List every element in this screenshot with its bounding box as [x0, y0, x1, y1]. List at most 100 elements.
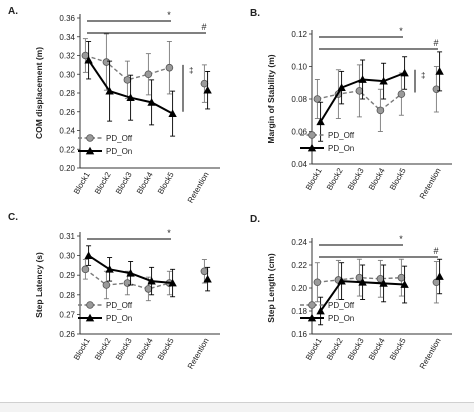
data-point-pd-off — [200, 267, 209, 276]
y-tick-label: 0.32 — [59, 52, 75, 61]
data-point-pd-on — [203, 85, 212, 94]
y-tick-label: 0.22 — [291, 261, 307, 270]
data-point-pd-off — [165, 63, 174, 72]
series-line-pd-off — [85, 54, 170, 81]
y-tick-label: 0.06 — [291, 128, 307, 137]
data-point-pd-off — [432, 278, 441, 287]
x-tick-label: Block4 — [367, 166, 387, 192]
y-tick-label: 0.12 — [291, 30, 307, 39]
legend-label-pd-off: PD_Off — [328, 131, 355, 140]
x-tick-label: Block4 — [367, 336, 387, 362]
data-point-pd-off — [102, 281, 111, 289]
panel-label: C. — [8, 212, 18, 223]
x-tick-label: Block1 — [72, 170, 92, 196]
y-tick-label: 0.22 — [59, 145, 75, 154]
panel-label: B. — [250, 8, 260, 19]
legend-marker-pd-on — [85, 313, 95, 322]
data-point-pd-on — [358, 278, 367, 286]
x-tick-label: Block2 — [325, 336, 345, 362]
y-tick-label: 0.29 — [59, 271, 75, 280]
data-point-pd-off — [313, 95, 322, 103]
x-tick-label: Block3 — [346, 336, 366, 362]
legend-label-pd-on: PD_On — [328, 314, 354, 323]
data-point-pd-on — [316, 117, 325, 126]
data-point-pd-on — [84, 55, 93, 64]
data-point-pd-on — [147, 276, 156, 285]
x-tick-label: Block5 — [156, 336, 176, 362]
x-tick-label: Block1 — [72, 336, 92, 362]
significance-label: # — [433, 38, 438, 48]
data-point-pd-on — [105, 86, 114, 95]
x-tick-label: Block4 — [135, 336, 155, 362]
y-axis-title: Margin of Stability (m) — [266, 54, 276, 143]
x-tick-label: Block4 — [135, 170, 155, 196]
x-tick-label: Block3 — [346, 166, 366, 192]
data-point-pd-on — [400, 68, 409, 77]
data-point-pd-off — [355, 87, 364, 95]
x-tick-label: Block5 — [388, 166, 408, 192]
significance-label: # — [433, 246, 438, 256]
significance-label: # — [201, 22, 206, 32]
y-tick-label: 0.28 — [59, 89, 75, 98]
data-point-pd-on — [379, 76, 388, 85]
data-point-pd-off — [81, 265, 90, 274]
x-tick-label: Block2 — [325, 166, 345, 192]
significance-label: * — [399, 234, 403, 244]
y-tick-label: 0.26 — [59, 330, 75, 339]
y-tick-label: 0.08 — [291, 95, 307, 104]
y-tick-label: 0.24 — [59, 127, 75, 136]
data-point-pd-off — [376, 106, 385, 115]
y-axis-title: COM displacement (m) — [34, 47, 44, 139]
data-point-pd-on — [203, 274, 212, 283]
y-tick-label: 0.18 — [291, 307, 307, 316]
x-tick-label: Block3 — [114, 170, 134, 196]
y-tick-label: 0.20 — [291, 284, 307, 293]
y-tick-label: 0.27 — [59, 310, 75, 319]
data-point-pd-on — [379, 279, 388, 287]
bottom-divider — [0, 402, 474, 412]
dagger-label: ‡ — [189, 66, 193, 75]
data-point-pd-off — [144, 70, 153, 79]
data-point-pd-on — [337, 276, 346, 285]
data-point-pd-off — [313, 278, 322, 287]
data-point-pd-on — [168, 109, 177, 117]
panel-label: D. — [250, 214, 260, 225]
legend-label-pd-on: PD_On — [106, 147, 132, 156]
legend-label-pd-on: PD_On — [328, 144, 354, 153]
data-point-pd-on — [358, 75, 367, 83]
significance-label: * — [167, 228, 171, 238]
data-point-pd-on — [337, 83, 346, 91]
x-tick-label: Retention — [186, 171, 211, 205]
x-tick-label: Block2 — [93, 336, 113, 362]
data-point-pd-off — [200, 79, 209, 88]
data-point-pd-on — [316, 306, 325, 315]
y-tick-label: 0.31 — [59, 232, 75, 241]
x-tick-label: Retention — [418, 337, 443, 371]
legend-label-pd-off: PD_Off — [106, 134, 133, 143]
data-point-pd-off — [102, 58, 111, 66]
y-tick-label: 0.24 — [291, 238, 307, 247]
x-tick-label: Block5 — [156, 170, 176, 196]
legend-marker-pd-off — [86, 134, 94, 142]
legend-marker-pd-off — [86, 301, 94, 309]
legend-label-pd-on: PD_On — [106, 314, 132, 323]
y-tick-label: 0.20 — [59, 164, 75, 173]
data-point-pd-off — [123, 76, 132, 84]
data-point-pd-on — [147, 98, 156, 106]
x-tick-label: Block1 — [304, 166, 324, 192]
x-tick-label: Block5 — [388, 336, 408, 362]
dagger-label: ‡ — [421, 71, 425, 80]
data-point-pd-off — [397, 90, 406, 98]
y-tick-label: 0.36 — [59, 14, 75, 23]
panel-label: A. — [8, 6, 18, 17]
y-tick-label: 0.04 — [291, 160, 307, 169]
x-tick-label: Retention — [186, 337, 211, 371]
legend-marker-pd-off — [308, 131, 316, 139]
data-point-pd-off — [144, 285, 153, 293]
data-point-pd-off — [397, 273, 406, 282]
x-tick-label: Retention — [418, 167, 443, 201]
data-point-pd-off — [432, 85, 441, 94]
legend-marker-pd-on — [307, 143, 317, 152]
